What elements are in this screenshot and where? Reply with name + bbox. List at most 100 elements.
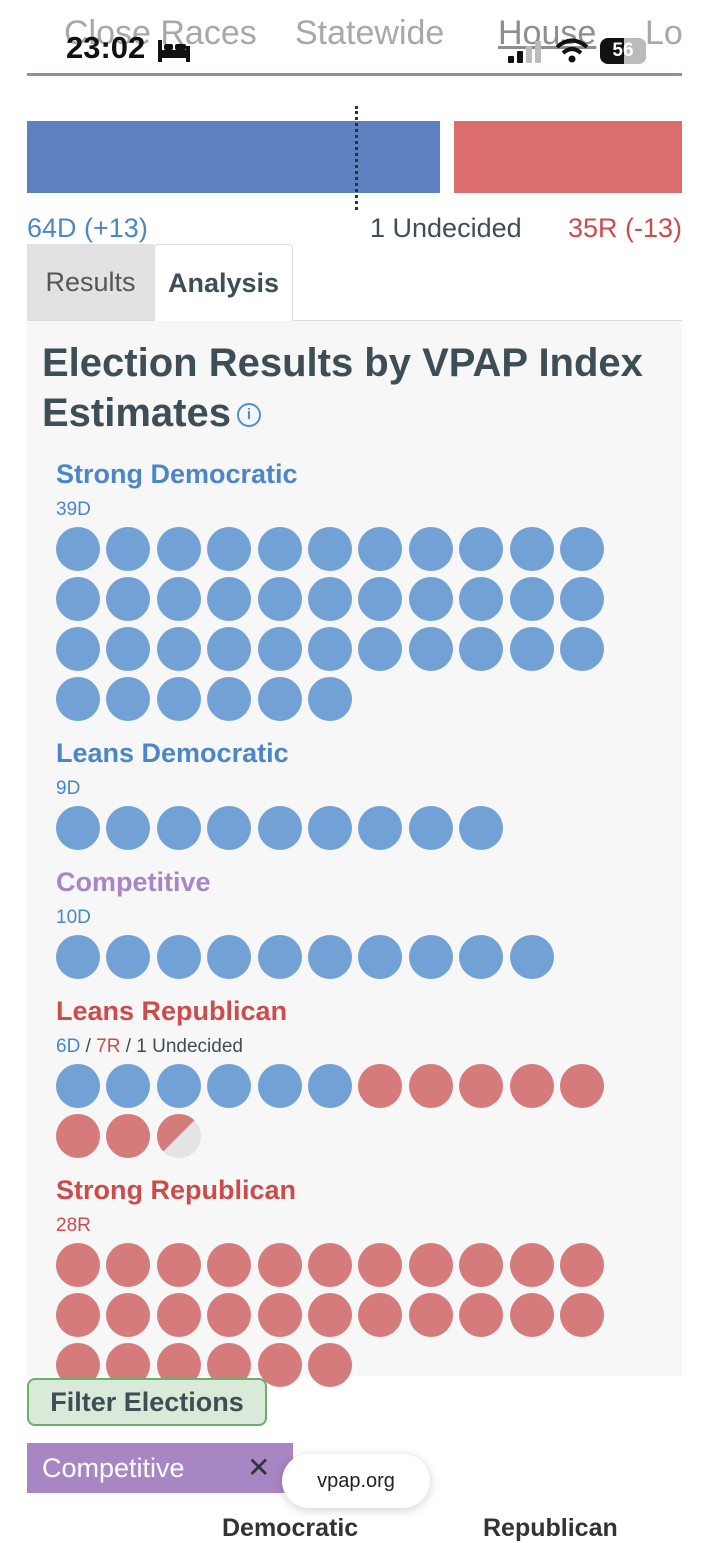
seat-dot-rep[interactable]: [358, 1243, 403, 1287]
url-bar[interactable]: vpap.org: [282, 1454, 430, 1508]
seat-dot-dem[interactable]: [207, 677, 252, 721]
seat-dot-dem[interactable]: [207, 806, 252, 850]
nav-tab-house[interactable]: House: [498, 14, 597, 52]
seat-dot-rep[interactable]: [560, 1243, 604, 1287]
seat-dot-dem[interactable]: [358, 527, 403, 571]
seat-dot-rep[interactable]: [408, 1243, 453, 1287]
seat-dot-rep[interactable]: [207, 1293, 252, 1337]
seat-dot-dem[interactable]: [509, 627, 554, 671]
seat-dot-dem[interactable]: [358, 935, 403, 979]
seat-dot-dem[interactable]: [106, 527, 151, 571]
seat-dot-dem[interactable]: [207, 627, 252, 671]
seat-dot-rep[interactable]: [308, 1293, 352, 1337]
seat-dot-rep[interactable]: [56, 1293, 100, 1337]
seat-dot-dem[interactable]: [257, 627, 302, 671]
seat-dot-dem[interactable]: [257, 527, 302, 571]
seat-dot-rep[interactable]: [156, 1293, 201, 1337]
seat-dot-dem[interactable]: [207, 577, 252, 621]
seat-dot-dem[interactable]: [358, 627, 403, 671]
seat-dot-dem[interactable]: [308, 1064, 352, 1108]
seat-dot-dem[interactable]: [56, 627, 100, 671]
nav-tab-statewide[interactable]: Statewide: [295, 14, 445, 52]
seat-dot-rep[interactable]: [358, 1293, 403, 1337]
seat-dot-rep[interactable]: [560, 1293, 604, 1337]
filter-elections-button[interactable]: Filter Elections: [27, 1378, 267, 1426]
seat-dot-dem[interactable]: [459, 935, 504, 979]
seat-dot-rep[interactable]: [56, 1243, 100, 1287]
seat-dot-dem[interactable]: [156, 677, 201, 721]
seat-dot-dem[interactable]: [408, 577, 453, 621]
seat-dot-dem[interactable]: [207, 935, 252, 979]
seat-dot-dem[interactable]: [509, 935, 554, 979]
seat-dot-dem[interactable]: [207, 1064, 252, 1108]
filter-chip-competitive[interactable]: Competitive ✕: [27, 1443, 293, 1493]
seat-dot-dem[interactable]: [106, 627, 151, 671]
seat-dot-dem[interactable]: [560, 627, 604, 671]
seat-dot-dem[interactable]: [257, 577, 302, 621]
seat-dot-rep[interactable]: [106, 1293, 151, 1337]
seat-dot-dem[interactable]: [408, 627, 453, 671]
seat-dot-dem[interactable]: [106, 806, 151, 850]
seat-dot-dem[interactable]: [56, 806, 100, 850]
seat-dot-dem[interactable]: [56, 527, 100, 571]
seat-dot-dem[interactable]: [509, 577, 554, 621]
seat-dot-rep[interactable]: [509, 1293, 554, 1337]
seat-dot-rep[interactable]: [459, 1064, 504, 1108]
seat-dot-rep[interactable]: [106, 1114, 151, 1158]
seat-dot-rep[interactable]: [509, 1243, 554, 1287]
seat-dot-dem[interactable]: [560, 577, 604, 621]
seat-dot-dem[interactable]: [358, 577, 403, 621]
seat-dot-dem[interactable]: [257, 806, 302, 850]
seat-dot-dem[interactable]: [106, 935, 151, 979]
tab-analysis[interactable]: Analysis: [154, 244, 293, 321]
seat-dot-rep[interactable]: [459, 1293, 504, 1337]
seat-dot-dem[interactable]: [56, 677, 100, 721]
seat-dot-rep[interactable]: [358, 1064, 403, 1108]
seat-dot-dem[interactable]: [459, 627, 504, 671]
seat-dot-dem[interactable]: [308, 806, 352, 850]
seat-dot-undecided[interactable]: [156, 1114, 201, 1158]
seat-dot-rep[interactable]: [257, 1243, 302, 1287]
seat-dot-dem[interactable]: [257, 935, 302, 979]
seat-dot-rep[interactable]: [106, 1243, 151, 1287]
seat-dot-dem[interactable]: [308, 677, 352, 721]
seat-dot-dem[interactable]: [156, 527, 201, 571]
seat-dot-rep[interactable]: [257, 1293, 302, 1337]
seat-dot-dem[interactable]: [106, 1064, 151, 1108]
seat-dot-dem[interactable]: [308, 527, 352, 571]
seat-dot-dem[interactable]: [459, 577, 504, 621]
seat-dot-dem[interactable]: [459, 806, 504, 850]
seat-dot-rep[interactable]: [408, 1293, 453, 1337]
seat-dot-dem[interactable]: [509, 527, 554, 571]
seat-dot-dem[interactable]: [56, 935, 100, 979]
seat-dot-dem[interactable]: [156, 935, 201, 979]
seat-dot-dem[interactable]: [308, 935, 352, 979]
seat-dot-dem[interactable]: [257, 677, 302, 721]
info-icon[interactable]: i: [236, 403, 261, 428]
seat-dot-rep[interactable]: [56, 1114, 100, 1158]
seat-dot-dem[interactable]: [56, 577, 100, 621]
seat-dot-dem[interactable]: [257, 1064, 302, 1108]
close-icon[interactable]: ✕: [247, 1452, 271, 1483]
seat-dot-rep[interactable]: [459, 1243, 504, 1287]
seat-dot-rep[interactable]: [308, 1243, 352, 1287]
seat-dot-dem[interactable]: [207, 527, 252, 571]
seat-dot-rep[interactable]: [156, 1243, 201, 1287]
seat-dot-dem[interactable]: [459, 527, 504, 571]
seat-dot-dem[interactable]: [156, 627, 201, 671]
seat-dot-dem[interactable]: [156, 577, 201, 621]
seat-dot-rep[interactable]: [207, 1243, 252, 1287]
tab-results[interactable]: Results: [27, 244, 154, 320]
seat-dot-dem[interactable]: [358, 806, 403, 850]
seat-dot-dem[interactable]: [308, 577, 352, 621]
seat-dot-dem[interactable]: [156, 1064, 201, 1108]
seat-dot-rep[interactable]: [408, 1064, 453, 1108]
seat-dot-dem[interactable]: [106, 677, 151, 721]
seat-dot-dem[interactable]: [408, 527, 453, 571]
seat-dot-rep[interactable]: [308, 1343, 352, 1387]
seat-dot-rep[interactable]: [509, 1064, 554, 1108]
seat-dot-dem[interactable]: [308, 627, 352, 671]
seat-dot-dem[interactable]: [408, 806, 453, 850]
seat-dot-dem[interactable]: [560, 527, 604, 571]
nav-tab-local[interactable]: Lo: [645, 14, 683, 52]
